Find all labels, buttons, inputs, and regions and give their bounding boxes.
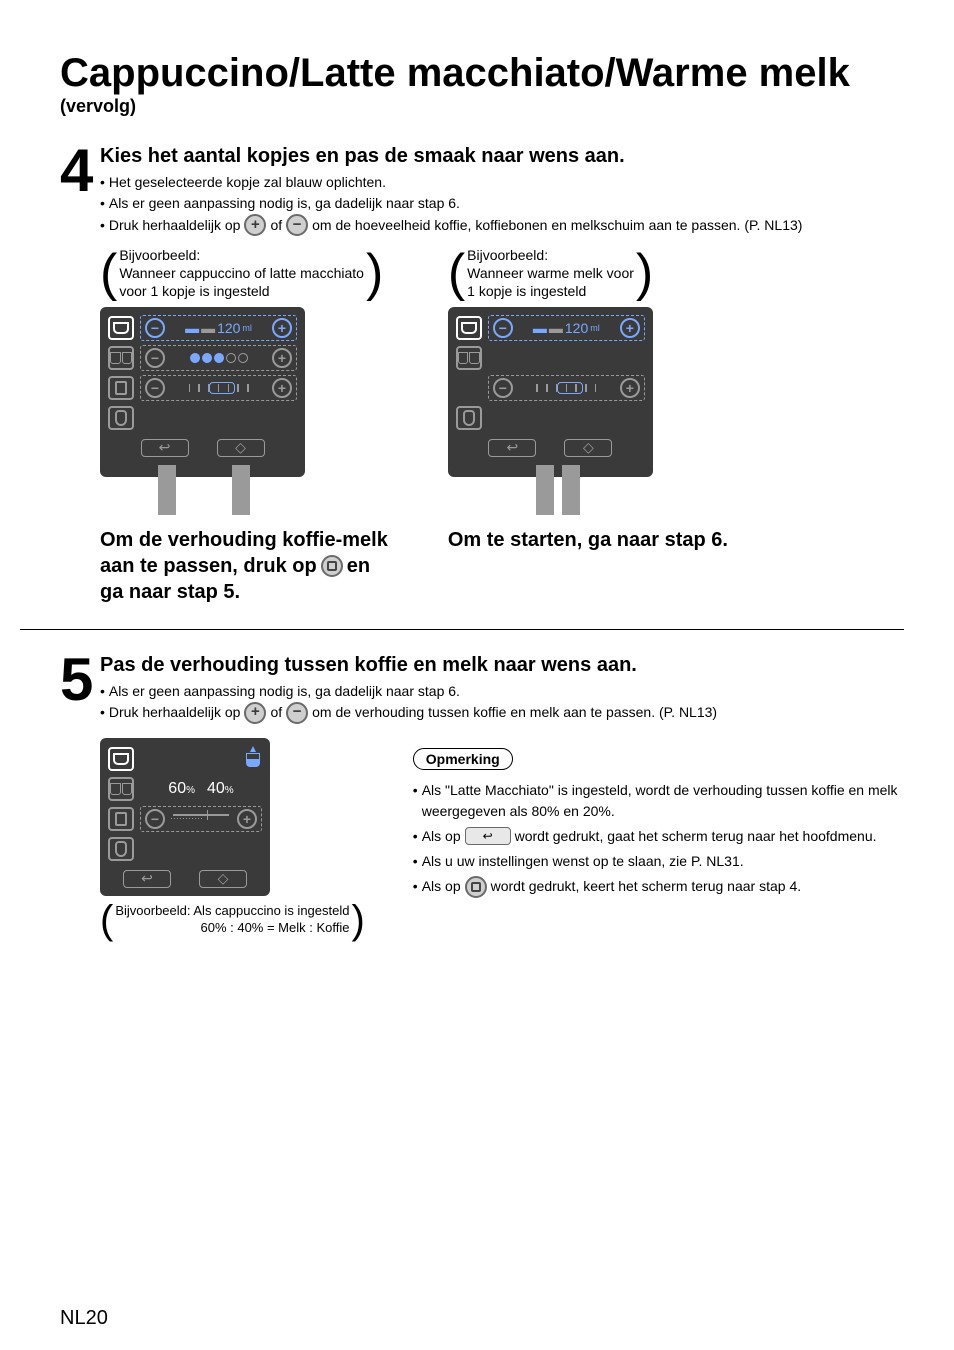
carafe-icon (108, 376, 134, 400)
back-button[interactable]: ↩ (123, 870, 171, 888)
single-cup-icon (108, 316, 134, 340)
spout-icon (562, 465, 580, 515)
plus-button[interactable]: + (272, 348, 292, 368)
milk-icon (108, 837, 134, 861)
bar-icon: ▬ (533, 320, 547, 336)
note-1: •Als "Latte Macchiato" is ingesteld, wor… (413, 780, 904, 822)
step-4-press-line: • Druk herhaaldelijk op + of − om de hoe… (100, 214, 904, 236)
plus-button[interactable]: + (272, 318, 292, 338)
ratio-icon (465, 876, 487, 898)
single-cup-icon (108, 747, 134, 771)
ratio-caption-1: Bijvoorbeeld: Als cappuccino is ingestel… (115, 903, 349, 920)
spout-icon (158, 465, 176, 515)
minus-icon: − (286, 214, 308, 236)
step-4-number: 4 (60, 145, 100, 605)
single-cup-icon (456, 316, 482, 340)
bean-strength (165, 353, 272, 363)
volume-readout: ▬ ▬ 120ml (165, 320, 272, 336)
note-3: •Als u uw instellingen wenst op te slaan… (413, 851, 904, 872)
ratio-caption-2: 60% : 40% = Melk : Koffie (115, 920, 349, 937)
ratio-readout: 60% 40% (140, 780, 262, 798)
ratio-icon (321, 555, 343, 577)
note-4: • Als op wordt gedrukt, keert het scherm… (413, 876, 904, 898)
start-button[interactable]: ◇ (217, 439, 265, 457)
page-title: Cappuccino/Latte macchiato/Warme melk (v… (60, 50, 904, 117)
title-main: Cappuccino/Latte macchiato/Warme melk (60, 51, 850, 95)
dual-cup-icon (108, 777, 134, 801)
plus-button[interactable]: + (237, 809, 257, 829)
plus-icon: + (244, 702, 266, 724)
start-button[interactable]: ◇ (199, 870, 247, 888)
step-4: 4 Kies het aantal kopjes en pas de smaak… (60, 145, 904, 605)
ratio-panel-col: 60% 40% − + (100, 738, 365, 938)
plus-icon: + (244, 214, 266, 236)
minus-button[interactable]: − (145, 809, 165, 829)
caption-right: Om te starten, ga naar stap 6. (448, 527, 728, 553)
back-button[interactable]: ↩ (488, 439, 536, 457)
volume-readout: ▬ ▬ 120ml (513, 320, 620, 336)
notes-section: Opmerking •Als "Latte Macchiato" is inge… (413, 738, 904, 902)
plus-button[interactable]: + (272, 378, 292, 398)
minus-button[interactable]: − (145, 378, 165, 398)
froth-level (165, 384, 272, 392)
back-button[interactable]: ↩ (141, 439, 189, 457)
froth-level (513, 384, 620, 392)
step-4-bullet-1: •Het geselecteerde kopje zal blauw oplic… (100, 172, 904, 193)
dual-cup-icon (456, 346, 482, 370)
step-5: 5 Pas de verhouding tussen koffie en mel… (60, 654, 904, 938)
plus-button[interactable]: + (620, 378, 640, 398)
spout-icon (232, 465, 250, 515)
step-5-heading: Pas de verhouding tussen koffie en melk … (100, 654, 904, 677)
note-label: Opmerking (413, 748, 513, 770)
page-number: NL20 (60, 1307, 108, 1330)
minus-button[interactable]: − (493, 378, 513, 398)
milk-drop-icon (244, 746, 262, 768)
caption-left: Om de verhouding koffie-melk aan te pass… (100, 527, 388, 605)
bar-icon: ▬ (185, 320, 199, 336)
step-5-bullet-1: •Als er geen aanpassing nodig is, ga dad… (100, 681, 904, 702)
step-5-number: 5 (60, 654, 100, 938)
plus-button[interactable]: + (620, 318, 640, 338)
panel-warm-milk: − ▬ ▬ 120ml + (448, 307, 653, 477)
example-right: ( Bijvoorbeeld: Wanneer warme melk voor … (448, 246, 728, 605)
example-left: ( Bijvoorbeeld: Wanneer cappuccino of la… (100, 246, 388, 605)
section-divider (20, 629, 904, 630)
minus-button[interactable]: − (493, 318, 513, 338)
milk-icon (456, 406, 482, 430)
title-suffix: (vervolg) (60, 96, 136, 116)
step-5-press-line: • Druk herhaaldelijk op + of − om de ver… (100, 702, 904, 724)
start-button[interactable]: ◇ (564, 439, 612, 457)
panel-ratio: 60% 40% − + (100, 738, 270, 896)
panel-cappuccino: − ▬ ▬ 120ml + − (100, 307, 305, 477)
dual-cup-icon (108, 346, 134, 370)
note-2: • Als op ↩ wordt gedrukt, gaat het scher… (413, 826, 904, 847)
carafe-icon (108, 807, 134, 831)
minus-button[interactable]: − (145, 348, 165, 368)
step-4-heading: Kies het aantal kopjes en pas de smaak n… (100, 145, 904, 168)
step-4-bullet-2: •Als er geen aanpassing nodig is, ga dad… (100, 193, 904, 214)
milk-icon (108, 406, 134, 430)
back-button-icon: ↩ (465, 827, 511, 845)
minus-button[interactable]: − (145, 318, 165, 338)
spout-icon (536, 465, 554, 515)
minus-icon: − (286, 702, 308, 724)
